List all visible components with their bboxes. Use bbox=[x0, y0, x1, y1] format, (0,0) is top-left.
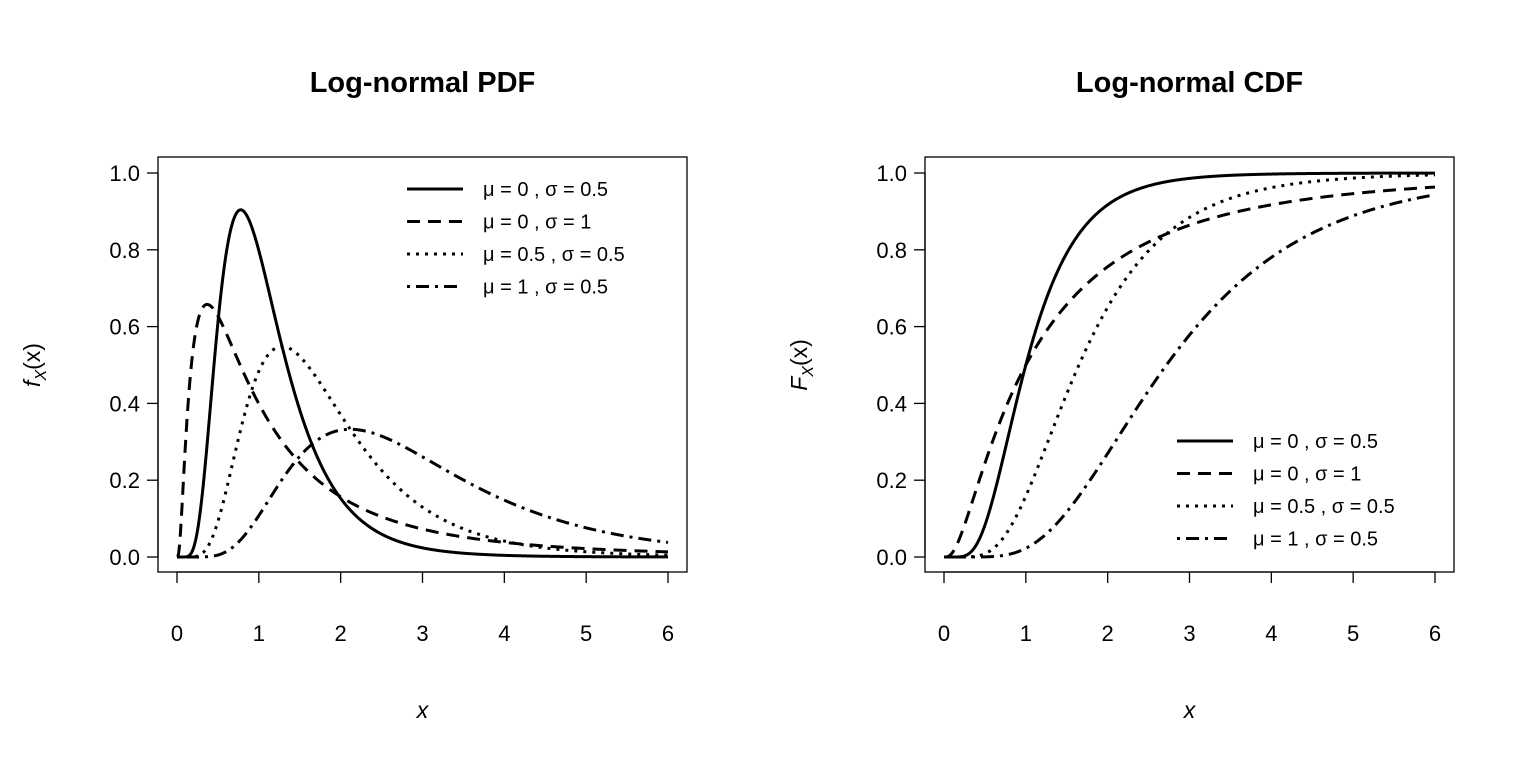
chart-title: Log-normal CDF bbox=[1076, 67, 1303, 99]
y-tick-label: 1.0 bbox=[109, 161, 140, 186]
series-line-3 bbox=[177, 427, 669, 559]
y-tick-label: 0.2 bbox=[109, 468, 140, 493]
y-label-main: f bbox=[19, 378, 45, 387]
legend-label: μ = 0.5 , σ = 0.5 bbox=[483, 244, 625, 266]
x-axis-label: x bbox=[1183, 697, 1197, 723]
x-tick-label: 4 bbox=[498, 621, 510, 646]
legend-label: μ = 0 , σ = 1 bbox=[483, 212, 591, 234]
y-label-arg: (x) bbox=[786, 339, 812, 366]
y-tick-label: 0.4 bbox=[109, 391, 140, 416]
x-tick-label: 5 bbox=[580, 621, 592, 646]
y-label-sub: X bbox=[800, 365, 817, 378]
cdf-panel: Log-normal CDF 0 1 2 3 4 5 6 0.0 0.2 0.4 0.6 0.8 1.0 x… bbox=[786, 67, 1455, 723]
legend-label: μ = 1 , σ = 0.5 bbox=[1253, 529, 1378, 551]
y-tick-label: 0.0 bbox=[109, 545, 140, 570]
y-tick-label: 0.6 bbox=[876, 315, 907, 340]
y-tick-label: 0.6 bbox=[109, 315, 140, 340]
y-tick-label: 0.8 bbox=[876, 238, 907, 263]
y-tick-label: 0.0 bbox=[876, 545, 907, 570]
chart-title: Log-normal PDF bbox=[310, 67, 536, 99]
y-label-arg: (x) bbox=[19, 343, 45, 370]
x-axis-label: x bbox=[416, 697, 430, 723]
legend-label: μ = 0 , σ = 0.5 bbox=[483, 179, 608, 201]
y-tick-label: 0.8 bbox=[109, 238, 140, 263]
x-tick-label: 2 bbox=[1102, 621, 1114, 646]
legend-label: μ = 0 , σ = 1 bbox=[1253, 464, 1361, 486]
x-tick-label: 0 bbox=[171, 621, 183, 646]
x-tick-label: 1 bbox=[1020, 621, 1032, 646]
series-line-1 bbox=[944, 185, 1436, 559]
x-tick-label: 0 bbox=[938, 621, 950, 646]
series-line-0 bbox=[177, 208, 668, 559]
y-axis-label: fX(x) bbox=[19, 343, 50, 387]
series-line-2 bbox=[177, 344, 669, 559]
x-tick-label: 6 bbox=[662, 621, 674, 646]
legend-label: μ = 0.5 , σ = 0.5 bbox=[1253, 496, 1395, 518]
legend-label: μ = 0 , σ = 0.5 bbox=[1253, 431, 1378, 453]
x-tick-label: 4 bbox=[1265, 621, 1277, 646]
x-tick-label: 2 bbox=[335, 621, 347, 646]
x-tick-label: 3 bbox=[416, 621, 428, 646]
series-line-1 bbox=[176, 302, 669, 559]
series-line-2 bbox=[944, 173, 1436, 559]
x-tick-label: 6 bbox=[1429, 621, 1441, 646]
pdf-panel: Log-normal PDF 0 1 2 3 4 5 6 0.0 0.2 0.4 0.6 0.8 1.0 x… bbox=[19, 67, 688, 723]
y-axis-label: FX(x) bbox=[786, 339, 817, 391]
y-tick-label: 0.4 bbox=[876, 391, 907, 416]
x-tick-label: 1 bbox=[253, 621, 265, 646]
x-tick-label: 3 bbox=[1183, 621, 1195, 646]
series-line-3 bbox=[944, 193, 1436, 559]
legend-label: μ = 1 , σ = 0.5 bbox=[483, 277, 608, 299]
y-label-main: F bbox=[786, 375, 812, 391]
y-tick-label: 1.0 bbox=[876, 161, 907, 186]
plot-frame bbox=[157, 156, 688, 573]
y-tick-label: 0.2 bbox=[876, 468, 907, 493]
y-label-sub: X bbox=[33, 369, 50, 382]
x-tick-label: 5 bbox=[1347, 621, 1359, 646]
